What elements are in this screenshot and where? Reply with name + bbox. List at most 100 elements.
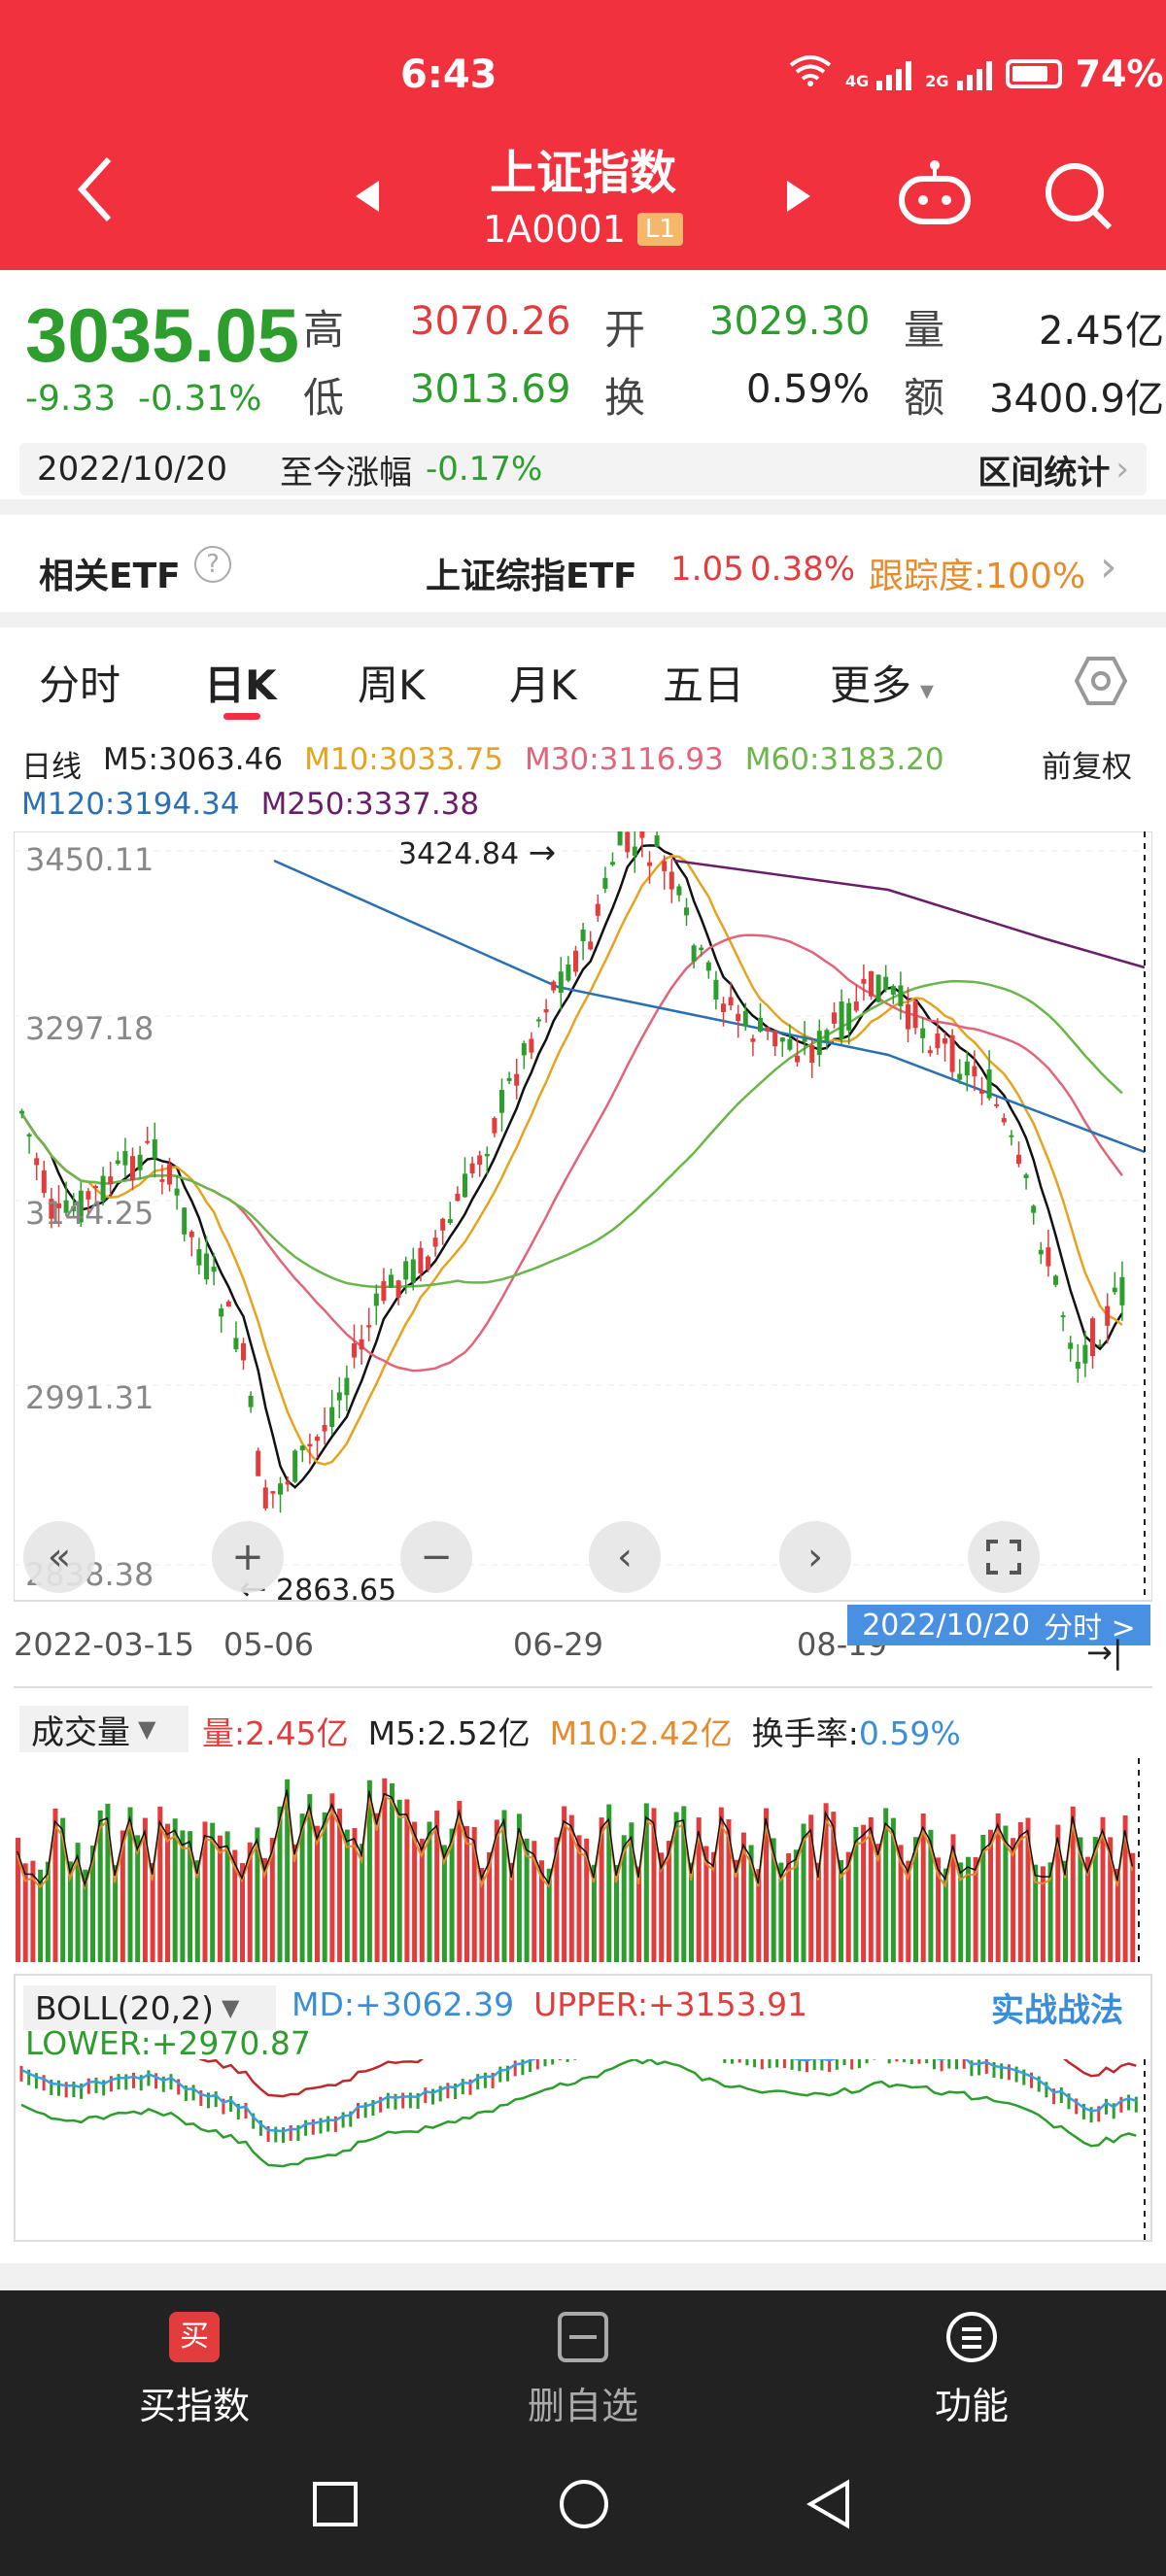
cursor-minute-link[interactable]: 分时 > <box>1044 1611 1136 1645</box>
volume-bar <box>487 1851 493 1962</box>
scroll-left-icon[interactable]: ‹ <box>589 1521 661 1593</box>
volume-indicator-select[interactable]: 成交量 ▼ <box>19 1706 189 1752</box>
zoom-out-icon[interactable]: − <box>400 1521 472 1593</box>
candle-body <box>514 1073 520 1086</box>
volume-bar <box>614 1865 619 1962</box>
robot-assistant-icon[interactable] <box>896 157 974 229</box>
volume-bar <box>135 1835 141 1962</box>
candle-body <box>418 1247 424 1273</box>
strategy-link[interactable]: 实战战法 <box>991 1991 1123 2030</box>
candle-body <box>86 1191 91 1200</box>
candle-body <box>543 1009 549 1013</box>
tab-monthly[interactable]: 月K <box>509 661 577 709</box>
remove-watchlist-button[interactable]: 删自选 <box>486 2312 680 2429</box>
settings-hex-icon[interactable] <box>1074 655 1128 717</box>
volume-chart[interactable] <box>10 1758 1156 1968</box>
candle-body <box>713 979 719 1000</box>
candle-body <box>447 1219 453 1223</box>
ma-label: 日线 <box>21 750 82 785</box>
candle-body <box>758 1017 763 1032</box>
volume-bar <box>898 1845 904 1962</box>
functions-button[interactable]: 功能 <box>874 2312 1069 2429</box>
volume-bar <box>285 1779 291 1962</box>
scroll-right-icon[interactable]: › <box>779 1521 851 1593</box>
volume-bar <box>157 1806 163 1962</box>
candle-body <box>373 1293 379 1306</box>
volume-bar <box>113 1865 119 1962</box>
prev-stock-icon[interactable] <box>352 179 381 218</box>
candle-body <box>846 1002 852 1031</box>
volume-bar <box>75 1843 81 1962</box>
y-tick-label: 3144.25 <box>25 1195 154 1232</box>
candle-body <box>463 1173 467 1198</box>
etf-label: 相关ETF <box>39 557 181 596</box>
candle-body <box>26 1134 32 1137</box>
recent-apps-icon[interactable] <box>313 2482 358 2526</box>
range-stat-bar[interactable]: 2022/10/20 至今涨幅 -0.17% 区间统计 › <box>19 443 1147 495</box>
volume-bar <box>479 1868 485 1962</box>
volume-bar <box>501 1810 507 1962</box>
candle-body <box>964 1061 970 1076</box>
fullscreen-icon[interactable] <box>968 1521 1040 1593</box>
caret-down-icon: ▼ <box>222 1994 240 2021</box>
candle-body <box>1068 1342 1074 1349</box>
help-icon[interactable]: ? <box>194 546 231 583</box>
x-tick-label: 06-29 <box>513 1626 603 1663</box>
volume-bar <box>255 1827 260 1962</box>
volume-bar <box>1003 1825 1009 1962</box>
jump-end-icon[interactable]: →| <box>1086 1634 1123 1671</box>
volume-bar <box>568 1814 574 1962</box>
volume-bar <box>936 1857 942 1962</box>
volume-bar <box>374 1813 380 1962</box>
wifi-icon <box>789 52 832 95</box>
candle-body <box>1031 1205 1037 1213</box>
volume-bar <box>150 1863 155 1962</box>
volume-bar <box>1063 1860 1068 1962</box>
tab-weekly[interactable]: 周K <box>358 661 426 709</box>
candle-body <box>566 965 571 981</box>
range-stat-link[interactable]: 区间统计 <box>977 453 1111 492</box>
candle-body <box>270 1491 276 1494</box>
volume-bar <box>90 1846 95 1962</box>
adjust-toggle[interactable]: 前复权 <box>1042 750 1132 785</box>
boll-mid-line <box>20 2059 1137 2133</box>
cursor-date-tag[interactable]: 2022/10/20 分时 > <box>847 1605 1150 1645</box>
tab-more[interactable]: 更多 ▾ <box>830 661 934 709</box>
zoom-in-icon[interactable]: + <box>212 1521 284 1593</box>
volume-bar <box>1055 1824 1061 1962</box>
candle-body <box>795 1055 800 1063</box>
candle-body <box>278 1483 283 1495</box>
candle-body <box>832 1012 837 1024</box>
candle-body <box>994 1103 1000 1106</box>
back-nav-icon[interactable] <box>806 2479 851 2533</box>
volume-bar <box>38 1869 44 1962</box>
kline-chart[interactable] <box>14 831 1152 1997</box>
tab-five-day[interactable]: 五日 <box>663 661 745 709</box>
volume-bar <box>457 1801 463 1962</box>
related-etf-row[interactable]: 相关ETF ? 上证综指ETF 1.05 0.38% 跟踪度:100% › <box>0 525 1166 612</box>
buy-index-button[interactable]: 买 买指数 <box>97 2312 292 2429</box>
candle-body <box>853 1001 859 1011</box>
tab-daily[interactable]: 日K <box>204 661 277 709</box>
volume-bar <box>831 1812 837 1962</box>
volume-bar <box>427 1821 432 1962</box>
volume-bar <box>105 1803 111 1962</box>
tab-minute[interactable]: 分时 <box>39 661 121 709</box>
candle-body <box>78 1190 84 1223</box>
next-stock-icon[interactable] <box>785 179 814 218</box>
volume-bar <box>97 1810 103 1962</box>
candle-body <box>352 1342 357 1358</box>
ma10-value: M10:3033.75 <box>304 742 503 777</box>
search-icon[interactable] <box>1042 159 1115 237</box>
candle-body <box>721 1003 726 1013</box>
home-icon[interactable] <box>560 2480 608 2528</box>
rewind-icon[interactable]: « <box>23 1521 95 1593</box>
ma120-line <box>273 859 1146 1154</box>
ma30-value: M30:3116.93 <box>524 742 724 777</box>
boll-indicator-select[interactable]: BOLL(20,2) ▼ <box>23 1985 276 2030</box>
volume-bar <box>815 1862 821 1962</box>
boll-chart[interactable] <box>14 2059 1152 2242</box>
volume-bar <box>539 1860 544 1962</box>
back-icon[interactable] <box>76 155 115 227</box>
candle-body <box>632 846 637 857</box>
